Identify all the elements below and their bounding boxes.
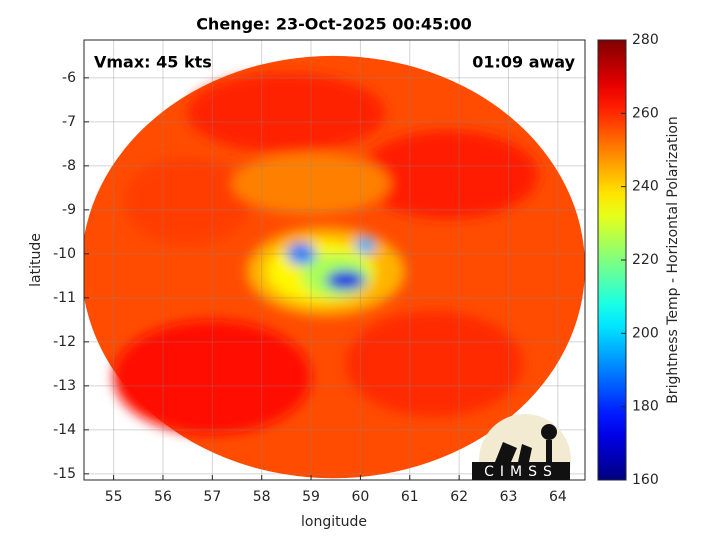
- feature: [355, 236, 376, 254]
- x-tick-label: 64: [549, 489, 567, 505]
- y-tick-label: -12: [53, 334, 76, 350]
- x-tick-label: 55: [105, 489, 123, 505]
- colorbar-tick-label: 200: [632, 325, 659, 341]
- x-tick-label: 62: [450, 489, 468, 505]
- feature: [113, 319, 312, 435]
- feature: [232, 152, 391, 215]
- colorbar-tick-label: 260: [632, 105, 659, 121]
- logo-tank: [541, 424, 557, 440]
- colorbar-tick-label: 240: [632, 179, 659, 195]
- annotation: Vmax: 45 kts: [94, 53, 212, 72]
- y-tick-label: -10: [53, 246, 76, 262]
- y-tick-label: -9: [62, 202, 76, 218]
- y-tick-label: -8: [62, 158, 76, 174]
- y-tick-label: -13: [53, 378, 76, 394]
- y-tick-label: -6: [62, 70, 76, 86]
- x-tick-label: 56: [154, 489, 172, 505]
- grid-layer: [84, 40, 585, 480]
- colorbar-tick-label: 280: [632, 32, 659, 48]
- feature: [123, 157, 252, 246]
- x-axis-label: longitude: [301, 514, 367, 530]
- x-tick-label: 60: [351, 489, 369, 505]
- logo-tower: [546, 440, 552, 462]
- feature: [360, 130, 539, 219]
- x-tick-label: 61: [401, 489, 419, 505]
- annotation: 01:09 away: [472, 53, 575, 72]
- image-layer: [84, 55, 585, 479]
- y-tick-label: -11: [53, 290, 76, 306]
- logo-text: CIMSS: [484, 464, 558, 480]
- y-tick-label: -7: [62, 114, 76, 130]
- plot-frame: [83, 39, 586, 481]
- feature: [187, 73, 386, 153]
- colorbar-label: Brightness Temp - Horizontal Polarizatio…: [665, 116, 681, 404]
- chart-title: Chenge: 23-Oct-2025 00:45:00: [196, 15, 472, 34]
- logo-band: [472, 462, 570, 480]
- y-tick-label: -15: [53, 466, 76, 482]
- feature: [325, 270, 366, 290]
- logo-dish: [495, 442, 532, 462]
- y-tick-label: -14: [53, 422, 76, 438]
- colorbar-tick-label: 220: [632, 252, 659, 268]
- logo: CIMSS: [472, 414, 571, 480]
- colorbar-tick-label: 160: [632, 472, 659, 488]
- x-tick-label: 59: [302, 489, 320, 505]
- feature: [345, 311, 524, 417]
- y-axis-label: latitude: [28, 233, 44, 287]
- x-tick-label: 58: [253, 489, 271, 505]
- x-tick-label: 63: [500, 489, 518, 505]
- feature: [286, 242, 316, 265]
- feature-group: [113, 73, 539, 435]
- x-tick-label: 57: [203, 489, 221, 505]
- colorbar-tick-label: 180: [632, 399, 659, 415]
